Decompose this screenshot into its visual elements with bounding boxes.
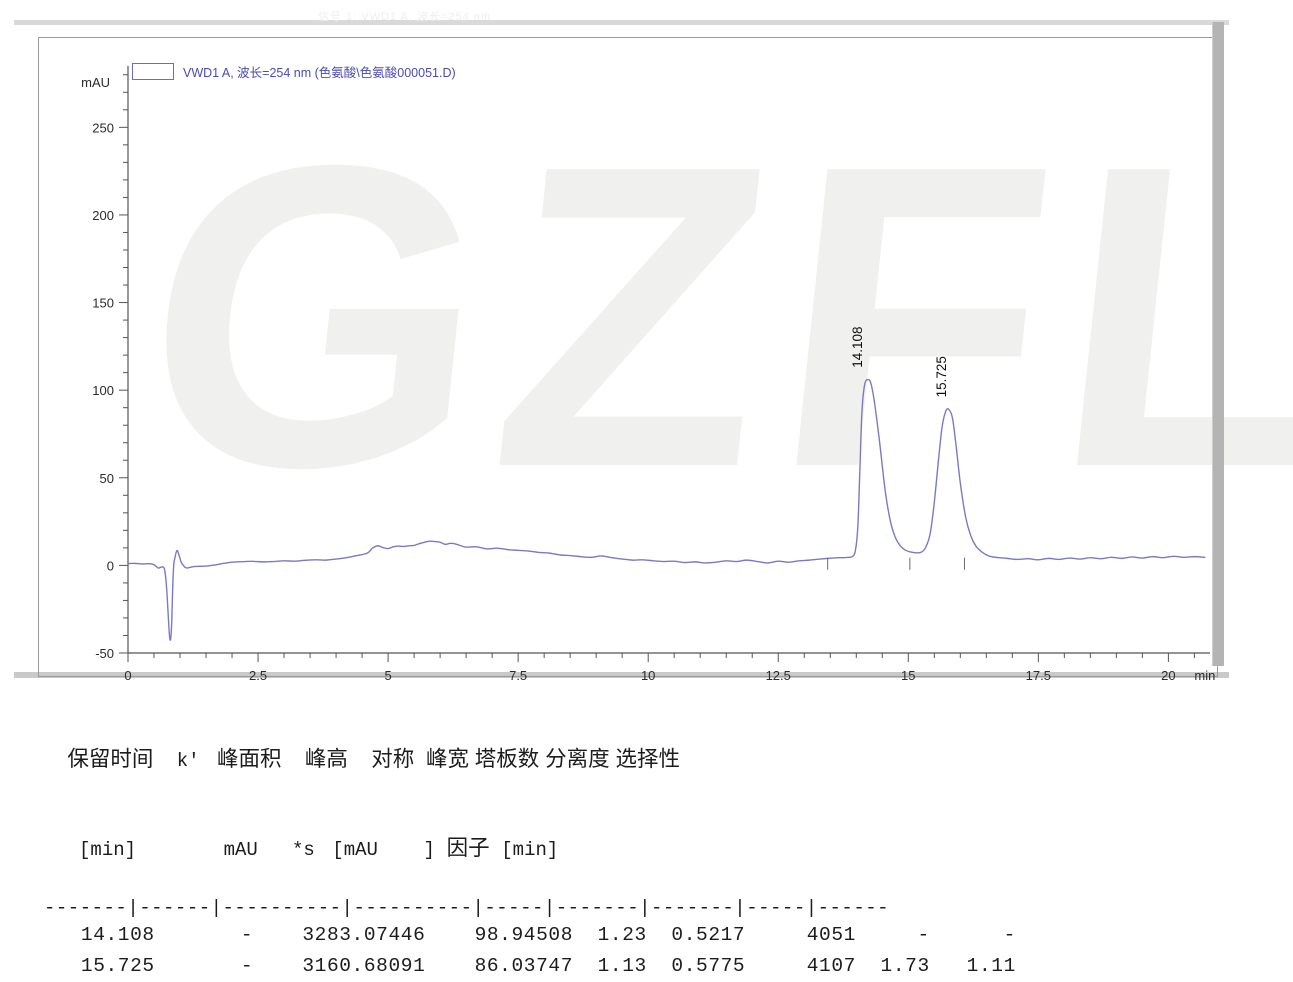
chromatogram-panel: VWD1 A, 波长=254 nm (色氨酸\色氨酸000051.D) -50 0… — [14, 26, 1242, 684]
panel-bottom-strip — [14, 672, 1229, 678]
y-tick-label: 0 — [107, 558, 114, 573]
y-tick-label: 150 — [92, 296, 114, 311]
y-tick-label: 200 — [92, 208, 114, 223]
y-tick-label: 50 — [100, 471, 114, 486]
cell-retention-time: 15.725 — [44, 955, 155, 977]
x-tick-label: 20 — [1161, 668, 1175, 683]
col-header-retention-time: 保留时间 — [67, 747, 154, 771]
col-header-peak-height: 峰高 — [304, 747, 348, 771]
peak-label: 14.108 — [850, 326, 865, 367]
y-tick-label: -50 — [95, 646, 114, 661]
axes-layer: -50 0 50 100 150 200 250 mAU 0 2.5 5 7.5 10 12.5 15 17.… — [81, 66, 1215, 683]
chromatogram-plot: -50 0 50 100 150 200 250 mAU 0 2.5 5 7.5 10 12.5 15 17.… — [81, 66, 1215, 683]
unit-peak-height: [mAU ] — [332, 839, 435, 861]
x-tick-label: 17.5 — [1026, 668, 1051, 683]
cell-peak-area: 3283.07446 — [253, 924, 426, 946]
x-tick-label: 15 — [901, 668, 915, 683]
x-tick-label: 0 — [124, 668, 131, 683]
results-table: 保留时间 k' 峰面积 峰高 对称 峰宽 塔板数 分离度 选择性 [min] m… — [44, 716, 1016, 982]
y-tick-label: 250 — [92, 120, 114, 135]
unit-peak-area: mAU *s — [223, 839, 315, 861]
table-separator: -------|------|----------|----------|---… — [44, 897, 890, 919]
col-header-peak-width: 峰宽 — [425, 747, 469, 771]
x-tick-label: 12.5 — [766, 668, 791, 683]
trace-layer — [127, 378, 1206, 641]
peak-label: 15.725 — [934, 356, 949, 397]
cell-peak-height: 98.94508 — [425, 924, 573, 946]
cell-k-prime: - — [154, 924, 254, 946]
col-header-selectivity: 选择性 — [615, 747, 681, 771]
cell-resolution: 1.73 — [855, 955, 930, 977]
x-tick-label: 2.5 — [249, 668, 267, 683]
unit-retention-time: [min] — [79, 839, 137, 861]
col-header-k-prime: k' — [176, 750, 200, 772]
panel-top-strip — [14, 20, 1229, 25]
y-axis-unit-label: mAU — [81, 75, 110, 90]
table-body: 14.108 - 3283.07446 98.94508 1.23 0.5217… — [44, 920, 1016, 982]
cell-retention-time: 14.108 — [44, 924, 155, 946]
table-row[interactable]: 15.725 - 3160.68091 86.03747 1.13 0.5775… — [44, 951, 1016, 982]
legend-swatch-icon — [132, 63, 174, 80]
unit-symmetry: 因子 — [446, 836, 490, 860]
vertical-scrollbar[interactable] — [1212, 22, 1224, 666]
cell-selectivity: - — [929, 924, 1016, 946]
peak-annotation-layer: 14.108 15.725 — [850, 326, 949, 397]
table-row[interactable]: 14.108 - 3283.07446 98.94508 1.23 0.5217… — [44, 920, 1016, 951]
unit-peak-width: [min] — [501, 839, 559, 861]
cell-peak-height: 86.03747 — [425, 955, 573, 977]
col-header-plate-number: 塔板数 — [474, 747, 540, 771]
col-header-resolution: 分离度 — [545, 747, 610, 771]
table-header-row-2: [min] mAU *s [mAU ] 因子 [min] — [44, 805, 1016, 894]
cell-resolution: - — [855, 924, 930, 946]
col-header-peak-area: 峰面积 — [217, 747, 282, 771]
cell-k-prime: - — [154, 955, 254, 977]
table-header-row-1: 保留时间 k' 峰面积 峰高 对称 峰宽 塔板数 分离度 选择性 — [44, 716, 1016, 805]
cell-peak-width: 0.5775 — [646, 955, 746, 977]
cell-peak-width: 0.5217 — [646, 924, 746, 946]
cell-symmetry: 1.23 — [573, 924, 647, 946]
x-tick-label: 10 — [641, 668, 655, 683]
x-axis-unit-label: min — [1194, 668, 1215, 683]
chromatogram-trace — [127, 378, 1206, 641]
cell-plate-number: 4107 — [745, 955, 856, 977]
x-tick-label: 7.5 — [509, 668, 527, 683]
x-tick-label: 5 — [384, 668, 391, 683]
cell-selectivity: 1.11 — [929, 955, 1016, 977]
cell-plate-number: 4051 — [745, 924, 856, 946]
cell-peak-area: 3160.68091 — [253, 955, 426, 977]
col-header-symmetry: 对称 — [371, 747, 415, 771]
cell-symmetry: 1.13 — [573, 955, 647, 977]
chart-legend[interactable]: VWD1 A, 波长=254 nm (色氨酸\色氨酸000051.D) — [132, 62, 456, 81]
legend-label: VWD1 A, 波长=254 nm (色氨酸\色氨酸000051.D) — [183, 66, 456, 80]
y-tick-label: 100 — [92, 383, 114, 398]
faint-signal-title: 信号 1: VWD1 A, 波长=254 nm — [318, 11, 492, 23]
